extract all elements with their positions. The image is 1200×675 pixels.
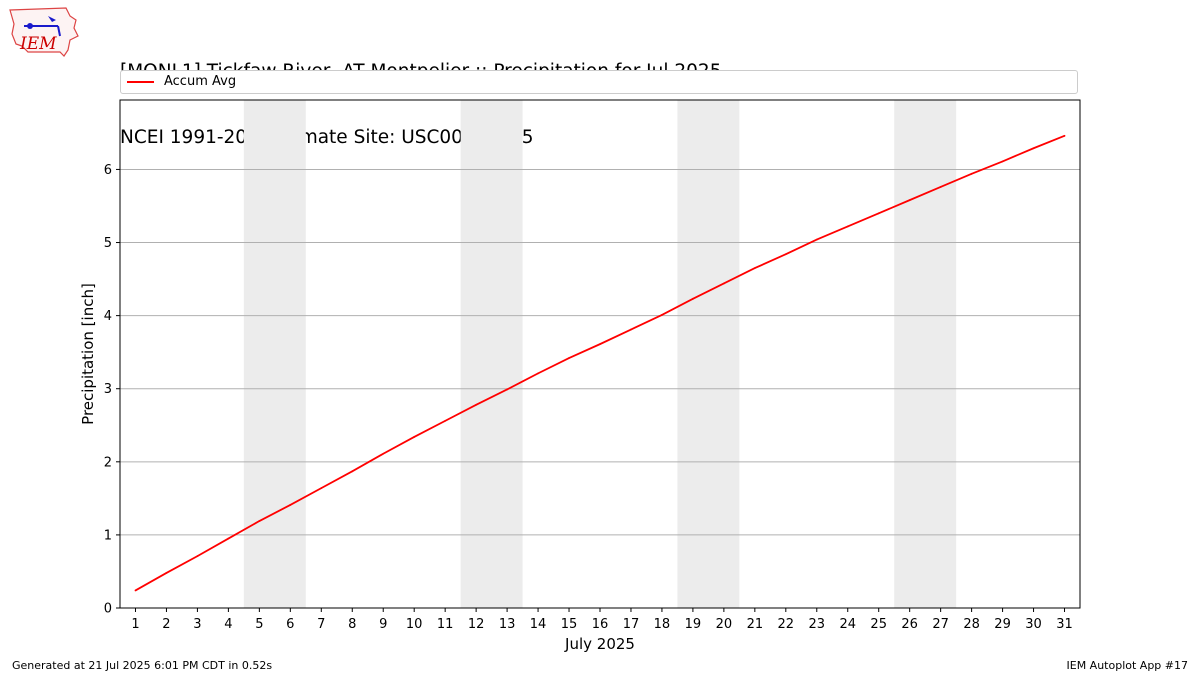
data-point-day-9 [382, 452, 385, 455]
x-tick-label-31: 31 [1056, 617, 1073, 632]
data-point-day-7 [320, 487, 323, 490]
x-tick-label-29: 29 [994, 617, 1011, 632]
x-tick-label-25: 25 [870, 617, 887, 632]
data-point-day-12 [475, 403, 478, 406]
x-tick-label-2: 2 [162, 617, 170, 632]
data-point-day-8 [351, 470, 354, 473]
x-tick-label-24: 24 [839, 617, 856, 632]
x-tick-label-27: 27 [932, 617, 949, 632]
x-tick-label-21: 21 [747, 617, 764, 632]
data-point-day-2 [165, 572, 168, 574]
data-point-day-24 [846, 225, 849, 228]
x-tick-label-6: 6 [286, 617, 294, 632]
footer-app-text: IEM Autoplot App #17 [1066, 659, 1189, 672]
data-point-day-21 [753, 267, 756, 270]
y-tick-label-2: 2 [104, 455, 112, 470]
plot-area-frame [119, 99, 1081, 609]
x-tick-label-16: 16 [592, 617, 609, 632]
x-tick-label-20: 20 [716, 617, 733, 632]
data-point-day-17 [630, 328, 632, 331]
data-point-day-3 [196, 555, 199, 558]
x-tick-label-18: 18 [654, 617, 671, 632]
x-tick-label-15: 15 [561, 617, 578, 632]
data-point-day-29 [1001, 160, 1004, 163]
x-tick-label-17: 17 [623, 617, 640, 632]
data-point-day-28 [970, 172, 973, 175]
x-tick-label-22: 22 [778, 617, 795, 632]
data-point-day-23 [815, 238, 818, 241]
data-point-day-4 [227, 537, 230, 540]
data-point-day-20 [722, 282, 725, 285]
data-point-day-18 [661, 313, 663, 316]
x-tick-label-8: 8 [348, 617, 356, 632]
data-point-day-27 [939, 186, 942, 188]
chart-legend: Accum Avg [120, 70, 1078, 94]
x-tick-label-13: 13 [499, 617, 516, 632]
legend-label-accum-avg: Accum Avg [164, 74, 237, 89]
y-tick-label-3: 3 [104, 382, 112, 397]
y-tick-label-1: 1 [104, 528, 112, 543]
x-tick-label-3: 3 [193, 617, 201, 632]
x-tick-label-9: 9 [379, 617, 387, 632]
legend-swatch-accum-avg [127, 81, 154, 83]
y-tick-label-5: 5 [104, 236, 112, 251]
y-tick-label-6: 6 [104, 163, 112, 178]
data-point-day-31 [1063, 134, 1066, 137]
x-tick-label-12: 12 [468, 617, 485, 632]
iem-logo-icon: IEM [8, 6, 80, 60]
data-point-day-11 [444, 419, 447, 422]
data-point-day-6 [289, 504, 292, 506]
x-axis-label: July 2025 [564, 635, 635, 653]
x-tick-label-23: 23 [809, 617, 826, 632]
data-point-day-13 [506, 388, 508, 391]
data-point-day-26 [908, 199, 911, 202]
y-tick-label-4: 4 [104, 309, 112, 324]
data-point-day-16 [599, 343, 601, 346]
x-tick-label-26: 26 [901, 617, 918, 632]
x-tick-label-30: 30 [1025, 617, 1042, 632]
data-point-day-19 [692, 297, 694, 300]
weekend-shade-3 [677, 100, 740, 608]
weekend-shade-2 [460, 100, 523, 608]
y-axis-label: Precipitation [inch] [79, 283, 97, 425]
weekend-shade-4 [894, 100, 957, 608]
x-tick-label-14: 14 [530, 617, 547, 632]
x-tick-label-28: 28 [963, 617, 980, 632]
footer-generated-text: Generated at 21 Jul 2025 6:01 PM CDT in … [12, 659, 273, 672]
weekend-shade-1 [243, 100, 306, 608]
data-point-day-5 [258, 520, 261, 522]
data-point-day-25 [877, 212, 880, 215]
data-point-day-22 [784, 253, 787, 256]
x-tick-label-5: 5 [255, 617, 263, 632]
x-tick-label-19: 19 [685, 617, 702, 632]
y-tick-label-0: 0 [104, 602, 112, 617]
x-tick-label-11: 11 [437, 617, 454, 632]
data-point-day-30 [1032, 147, 1035, 150]
data-point-day-10 [413, 436, 416, 438]
data-point-day-15 [568, 357, 570, 359]
data-point-day-1 [134, 589, 137, 592]
x-tick-label-4: 4 [224, 617, 232, 632]
data-point-day-14 [537, 372, 539, 375]
x-tick-label-7: 7 [317, 617, 325, 632]
x-tick-label-1: 1 [131, 617, 139, 632]
svg-text:IEM: IEM [19, 34, 57, 54]
x-tick-label-10: 10 [406, 617, 423, 632]
